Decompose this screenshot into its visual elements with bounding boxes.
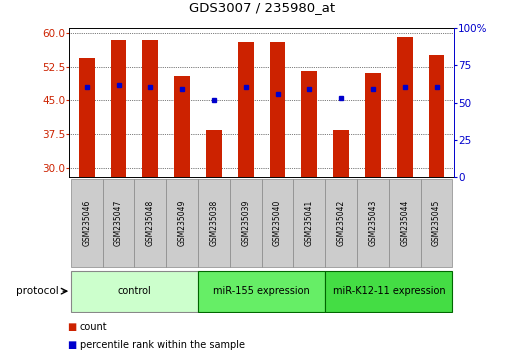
Bar [365,73,381,177]
Text: GSM235038: GSM235038 [209,200,219,246]
Text: GSM235048: GSM235048 [146,200,155,246]
Bar [111,40,127,177]
Text: GSM235045: GSM235045 [432,200,441,246]
Text: miR-155 expression: miR-155 expression [213,286,310,296]
Bar [206,130,222,177]
Bar [333,130,349,177]
Bar [269,42,285,177]
Bar [143,40,159,177]
Text: ■: ■ [67,322,76,332]
Text: ■: ■ [67,340,76,350]
Text: GSM235042: GSM235042 [337,200,346,246]
Bar [174,76,190,177]
Bar [103,179,134,267]
Text: control: control [117,286,151,296]
Bar [238,42,254,177]
Text: GSM235044: GSM235044 [400,200,409,246]
Text: count: count [80,322,107,332]
Text: miR-K12-11 expression: miR-K12-11 expression [332,286,445,296]
Bar [230,179,262,267]
Bar [293,179,325,267]
Bar [389,179,421,267]
Text: GSM235049: GSM235049 [177,200,187,246]
Text: GSM235041: GSM235041 [305,200,314,246]
Bar [79,58,95,177]
Bar [301,71,317,177]
Bar [166,179,198,267]
Text: GDS3007 / 235980_at: GDS3007 / 235980_at [189,1,334,14]
Bar [357,179,389,267]
Bar [134,179,166,267]
Bar [397,37,412,177]
Bar [325,271,452,312]
Text: percentile rank within the sample: percentile rank within the sample [80,340,245,350]
Bar [325,179,357,267]
Bar [262,179,293,267]
Text: GSM235046: GSM235046 [82,200,91,246]
Text: GSM235039: GSM235039 [241,200,250,246]
Bar [198,271,325,312]
Text: GSM235047: GSM235047 [114,200,123,246]
Text: GSM235040: GSM235040 [273,200,282,246]
Bar [198,179,230,267]
Bar [421,179,452,267]
Text: GSM235043: GSM235043 [368,200,378,246]
Bar [428,55,444,177]
Bar [71,179,103,267]
Text: protocol: protocol [16,286,59,296]
Bar [71,271,198,312]
